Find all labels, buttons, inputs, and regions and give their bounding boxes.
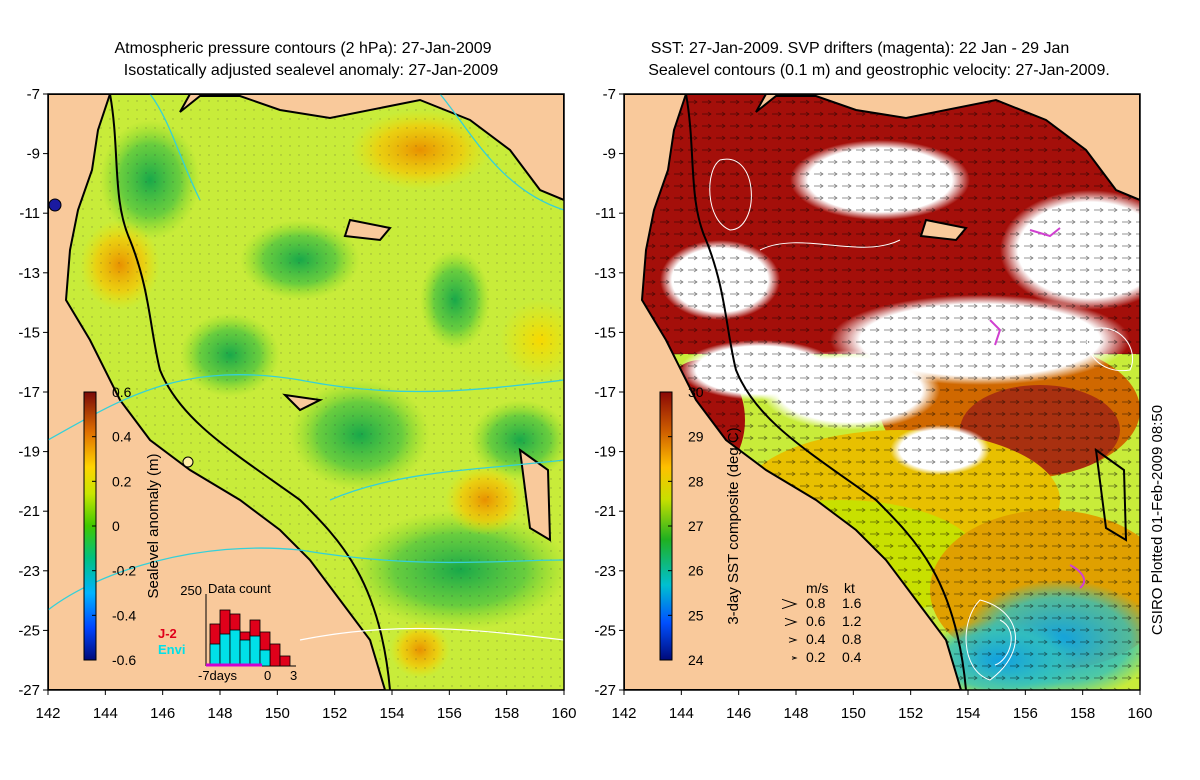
sst-tick-label: 30	[688, 384, 704, 400]
lon-tick-label: 158	[494, 705, 519, 722]
lat-tick-label: -13	[594, 265, 616, 282]
lon-tick-label: 152	[322, 705, 347, 722]
velocity-legend-arrow	[784, 617, 798, 627]
lat-tick-label: -15	[594, 324, 616, 341]
sst-tick-label: 24	[688, 652, 704, 668]
right-map	[624, 94, 1140, 690]
velocity-legend-kt: 1.2	[842, 613, 862, 629]
velocity-legend-kt-header: kt	[844, 580, 855, 596]
left-title-line2: Isostatically adjusted sealevel anomaly:…	[123, 62, 499, 79]
sst-colorbar-ticks: 30 29 28 27 26 25 24	[668, 384, 704, 668]
lat-tick-label: -23	[18, 563, 40, 580]
lon-tick-label: 142	[35, 705, 60, 722]
velocity-legend-ms: 0.8	[806, 595, 826, 611]
lon-tick-label: 144	[93, 705, 118, 722]
sealevel-tick-label: 0.6	[112, 384, 132, 400]
velocity-legend-arrow	[791, 656, 798, 660]
plot-credit: CSIRO Plotted 01-Feb-2009 08:50	[1149, 405, 1166, 635]
left-map	[48, 94, 564, 690]
sst-tick-label: 25	[688, 607, 704, 623]
sst-tick-label: 28	[688, 473, 704, 489]
lon-tick-label: 146	[150, 705, 175, 722]
lon-tick-label: 152	[898, 705, 923, 722]
sealevel-tick-label: -0.2	[112, 563, 136, 579]
lat-tick-label: -9	[27, 146, 40, 163]
lon-tick-label: 148	[783, 705, 808, 722]
lat-tick-label: -13	[18, 265, 40, 282]
velocity-legend-kt: 0.8	[842, 631, 862, 647]
inset-legend-envi: Envi	[158, 642, 185, 657]
sealevel-colorbar: 0.6 0.4 0.2 0 -0.2 -0.4 -0.6 Sealevel anomaly …	[83, 384, 162, 668]
sealevel-colorbar-label: Sealevel anomaly (m)	[145, 453, 162, 598]
velocity-legend-ms-header: m/s	[806, 580, 829, 596]
lat-tick-label: -27	[18, 682, 40, 699]
sst-tick-label: 29	[688, 429, 704, 445]
inset-title: Data count	[208, 581, 271, 596]
lon-tick-label: 156	[1013, 705, 1038, 722]
sst-colorbar: 30 29 28 27 26 25 24 3-day SST composite (deg …	[659, 384, 742, 668]
lat-tick-label: -23	[594, 563, 616, 580]
lat-tick-label: -7	[603, 86, 616, 103]
lon-tick-label: 150	[841, 705, 866, 722]
right-axis-ticks: -7 -9 -11 -13 -15 -17 -19 -21 -23 -25 -27 142 144 146…	[594, 86, 1152, 722]
sealevel-colorbar-ticks: 0.6 0.4 0.2 0 -0.2 -0.4 -0.6	[92, 384, 136, 668]
sst-tick-label: 27	[688, 518, 704, 534]
sealevel-tick-label: 0.2	[112, 473, 132, 489]
lon-tick-label: 150	[265, 705, 290, 722]
lon-tick-label: 160	[551, 705, 576, 722]
velocity-legend-arrow	[788, 637, 798, 643]
lon-tick-label: 148	[207, 705, 232, 722]
lon-tick-label: 160	[1127, 705, 1152, 722]
right-title-line1: SST: 27-Jan-2009. SVP drifters (magenta)…	[650, 40, 1070, 57]
sst-tick-label: 26	[688, 563, 704, 579]
lon-tick-label: 154	[955, 705, 980, 722]
lon-tick-label: 154	[379, 705, 404, 722]
inset-x-label-left: -7days	[198, 668, 238, 683]
lon-tick-label: 142	[611, 705, 636, 722]
lat-tick-label: -25	[594, 622, 616, 639]
inset-ymax-label: 250	[180, 583, 202, 598]
inset-legend-j2: J-2	[158, 626, 177, 641]
lat-tick-label: -21	[594, 503, 616, 520]
velocity-legend-ms: 0.2	[806, 649, 826, 665]
velocity-legend-rows: 0.8 1.6 0.6 1.2 0.4 0.8 0.2 0.4	[781, 595, 862, 665]
velocity-legend-ms: 0.4	[806, 631, 826, 647]
left-title-line1: Atmospheric pressure contours (2 hPa): 2…	[114, 40, 492, 57]
velocity-legend-kt: 0.4	[842, 649, 862, 665]
inset-x-label-mid: 0	[264, 668, 271, 683]
lat-tick-label: -21	[18, 503, 40, 520]
lat-tick-label: -19	[18, 444, 40, 461]
sealevel-tick-label: 0.4	[112, 429, 132, 445]
lat-tick-label: -11	[19, 205, 40, 222]
lat-tick-label: -15	[18, 324, 40, 341]
sealevel-tick-label: -0.6	[112, 652, 136, 668]
sealevel-tick-label: 0	[112, 518, 120, 534]
lat-tick-label: -17	[18, 384, 40, 401]
lon-tick-label: 146	[726, 705, 751, 722]
left-axis-ticks: -7 -9 -11 -13 -15 -17 -19 -21 -23 -25 -27 142 144 146…	[18, 86, 576, 722]
data-count-inset: Data count 250 J-2 Envi -7days 0 3	[158, 581, 297, 683]
lon-tick-label: 144	[669, 705, 694, 722]
lat-tick-label: -17	[594, 384, 616, 401]
inset-x-label-right: 3	[290, 668, 297, 683]
right-title-line2: Sealevel contours (0.1 m) and geostrophi…	[648, 62, 1110, 79]
sealevel-tick-label: -0.4	[112, 607, 136, 623]
lat-tick-label: -11	[595, 205, 616, 222]
lat-tick-label: -19	[594, 444, 616, 461]
lat-tick-label: -27	[594, 682, 616, 699]
lat-tick-label: -9	[603, 146, 616, 163]
velocity-legend-kt: 1.6	[842, 595, 862, 611]
sst-colorbar-label: 3-day SST composite (deg C)	[725, 427, 742, 624]
lat-tick-label: -7	[27, 86, 40, 103]
velocity-legend-ms: 0.6	[806, 613, 826, 629]
velocity-legend-arrow	[781, 598, 798, 610]
velocity-legend: m/s kt 0.8 1.6 0.6 1.2 0.4 0.8 0.2 0.4	[781, 580, 862, 665]
lat-tick-label: -25	[18, 622, 40, 639]
lon-tick-label: 156	[437, 705, 462, 722]
lon-tick-label: 158	[1070, 705, 1095, 722]
